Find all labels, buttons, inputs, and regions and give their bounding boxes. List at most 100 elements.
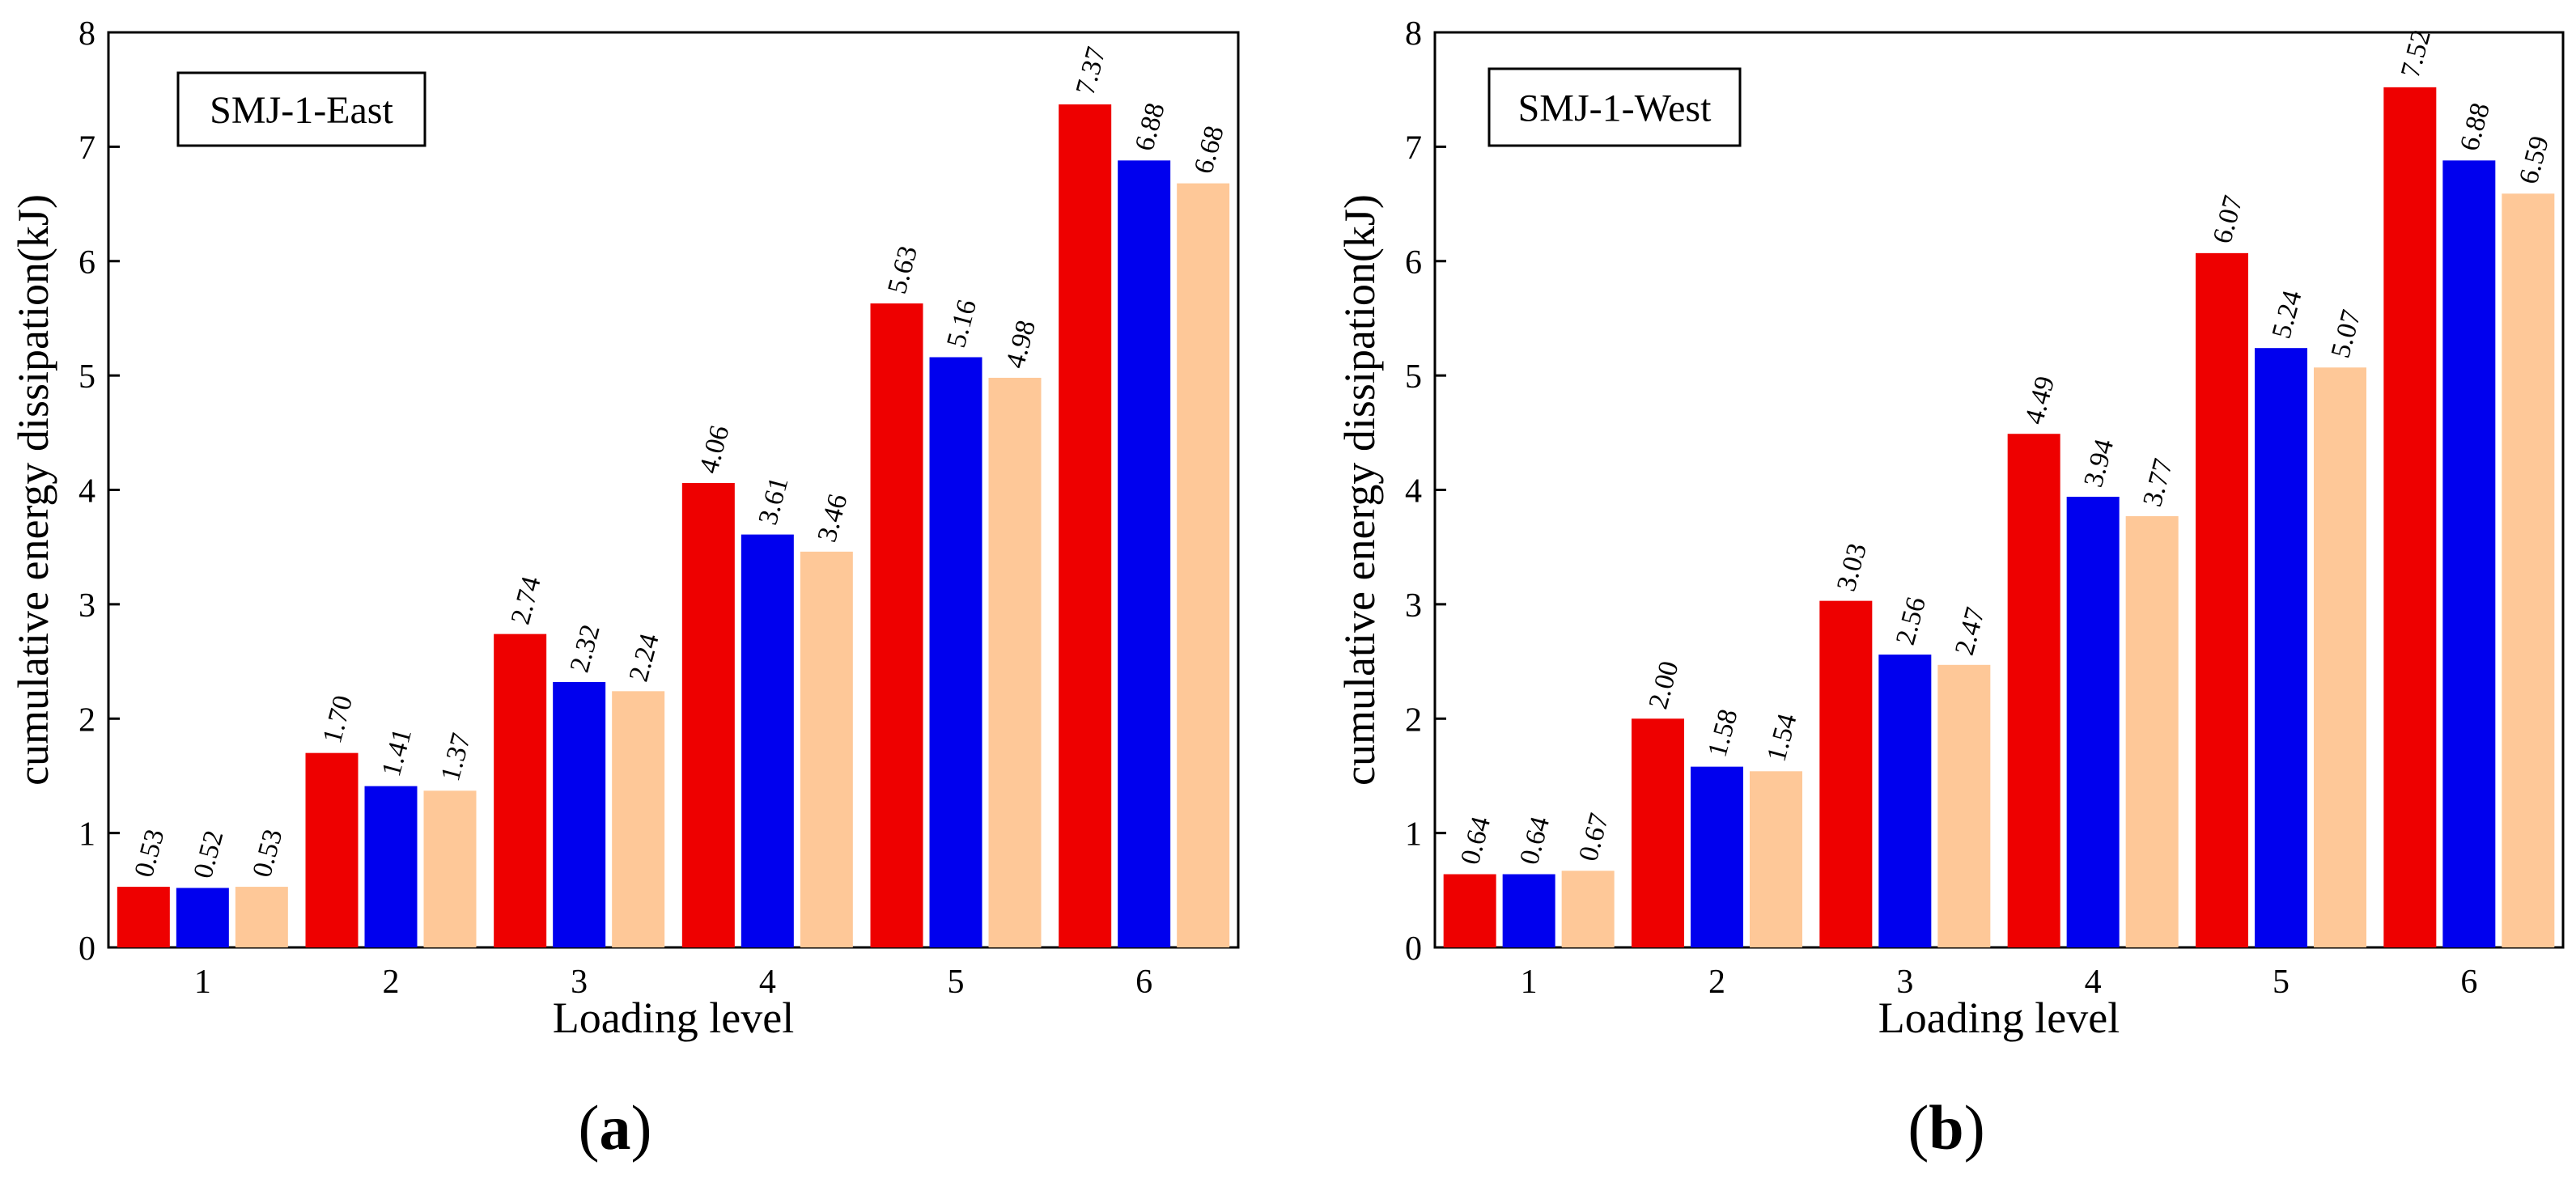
bar <box>612 691 665 947</box>
x-tick-label: 5 <box>2273 964 2290 1001</box>
y-tick-label: 7 <box>79 129 95 167</box>
bar <box>741 534 794 947</box>
bar-value-label: 4.98 <box>1000 317 1042 371</box>
y-tick-label: 4 <box>79 473 95 511</box>
panel-label-letter: a <box>600 1092 631 1163</box>
bar-value-label: 1.58 <box>1702 706 1743 761</box>
y-tick-label: 8 <box>79 15 95 53</box>
legend-box <box>1487 67 1742 147</box>
y-tick-label: 3 <box>1405 587 1422 625</box>
y-tick-label: 5 <box>1405 358 1422 396</box>
bar-value-label: 0.67 <box>1573 810 1615 864</box>
x-tick-label: 2 <box>383 964 400 1001</box>
bar <box>870 303 923 948</box>
bar-value-label: 1.37 <box>435 730 477 784</box>
x-tick-label: 1 <box>1521 964 1538 1001</box>
panel-label-open-paren: ( <box>1908 1092 1929 1163</box>
bar <box>1177 183 1230 948</box>
x-axis-title: Loading level <box>553 994 794 1042</box>
bar-value-label: 0.64 <box>1514 814 1555 868</box>
bar <box>2314 367 2366 947</box>
bar-value-label: 4.06 <box>694 422 735 477</box>
bar-value-label: 3.46 <box>812 491 853 545</box>
bar-value-label: 5.07 <box>2325 307 2366 361</box>
bar <box>117 887 170 947</box>
bar-value-label: 3.94 <box>2078 436 2120 490</box>
bar <box>176 888 229 947</box>
bar <box>2125 516 2179 947</box>
legend-box <box>176 71 427 147</box>
x-axis-title: Loading level <box>1878 994 2120 1042</box>
x-tick-label: 5 <box>948 964 965 1001</box>
bar-value-label: 7.52 <box>2396 27 2437 81</box>
bar-value-label: 6.59 <box>2514 133 2555 187</box>
bar <box>2442 160 2496 948</box>
bar <box>364 786 418 947</box>
bar-value-label: 1.54 <box>1761 710 1802 765</box>
panel-label-open-paren: ( <box>579 1092 600 1163</box>
x-tick-label: 1 <box>194 964 211 1001</box>
bar <box>800 551 853 947</box>
bar <box>494 633 547 947</box>
y-tick-label: 8 <box>1405 15 1422 53</box>
bar-value-label: 2.47 <box>1950 604 1991 659</box>
bar <box>1691 766 1743 947</box>
y-tick-label: 4 <box>1405 473 1422 511</box>
bar-value-label: 2.74 <box>506 574 547 628</box>
panel-label-letter: b <box>1929 1092 1963 1163</box>
y-axis-title: cumulative energy dissipation(kJ) <box>9 194 57 786</box>
x-tick-label: 3 <box>1896 964 1913 1001</box>
panel-label: (a) <box>579 1092 652 1163</box>
bar-value-label: 0.53 <box>129 826 170 880</box>
bar-value-label: 0.53 <box>247 826 288 880</box>
panel-label: (b) <box>1908 1092 1984 1163</box>
x-tick-label: 4 <box>2085 964 2102 1001</box>
bar-value-label: 3.61 <box>753 474 794 528</box>
legend-box-label: SMJ-1-East <box>210 89 393 132</box>
bar <box>2196 252 2248 947</box>
x-tick-label: 3 <box>571 964 588 1001</box>
y-tick-label: 0 <box>1405 930 1422 968</box>
bar <box>1118 160 1171 948</box>
bar <box>1750 771 1802 947</box>
y-tick-label: 2 <box>79 701 95 739</box>
chart-panel-b: 0 1 2 3 4 5 6 7 8 1 0.64 0.64 0.67 2 2.00 1.58 1.54 3 3.03… <box>1335 15 2565 1163</box>
bar <box>2255 348 2307 947</box>
y-tick-label: 7 <box>1405 129 1422 167</box>
bar-value-label: 3.77 <box>2137 456 2179 510</box>
y-axis-title: cumulative energy dissipation(kJ) <box>1335 194 1384 786</box>
y-tick-label: 0 <box>79 930 95 968</box>
bar-value-label: 6.68 <box>1189 123 1230 177</box>
bar <box>2502 193 2555 947</box>
chart-panel-a: 0 1 2 3 4 5 6 7 8 1 0.53 0.52 0.53 2 1.70 1.41 1.37 3 2.74… <box>9 15 1240 1163</box>
bar <box>1059 104 1112 947</box>
y-tick-label: 1 <box>1405 816 1422 854</box>
bar-value-label: 2.24 <box>624 630 665 684</box>
bar-value-label: 4.49 <box>2019 373 2060 427</box>
bar-value-label: 0.64 <box>1455 814 1496 868</box>
bar <box>1561 871 1615 947</box>
x-tick-label: 4 <box>759 964 776 1001</box>
panel-label-close-paren: ) <box>631 1092 652 1163</box>
bar-value-label: 6.88 <box>1130 100 1171 154</box>
legend-box-label: SMJ-1-West <box>1518 87 1712 130</box>
bar <box>2007 434 2060 947</box>
y-tick-label: 2 <box>1405 701 1422 739</box>
bar <box>2383 87 2437 948</box>
y-tick-label: 6 <box>79 244 95 282</box>
bar-value-label: 5.24 <box>2266 287 2307 341</box>
bar <box>423 790 477 947</box>
bar <box>1878 655 1932 947</box>
bar <box>1443 874 1496 947</box>
bar-value-label: 6.07 <box>2207 193 2248 247</box>
bar <box>1819 600 1873 947</box>
bar <box>305 752 359 947</box>
y-tick-label: 3 <box>79 587 95 625</box>
bar <box>1937 664 1991 947</box>
x-tick-label: 2 <box>1708 964 1725 1001</box>
panel-label-close-paren: ) <box>1964 1092 1985 1163</box>
bar-value-label: 5.63 <box>882 243 923 297</box>
bar-value-label: 2.56 <box>1891 594 1932 648</box>
bar <box>1632 718 1684 947</box>
